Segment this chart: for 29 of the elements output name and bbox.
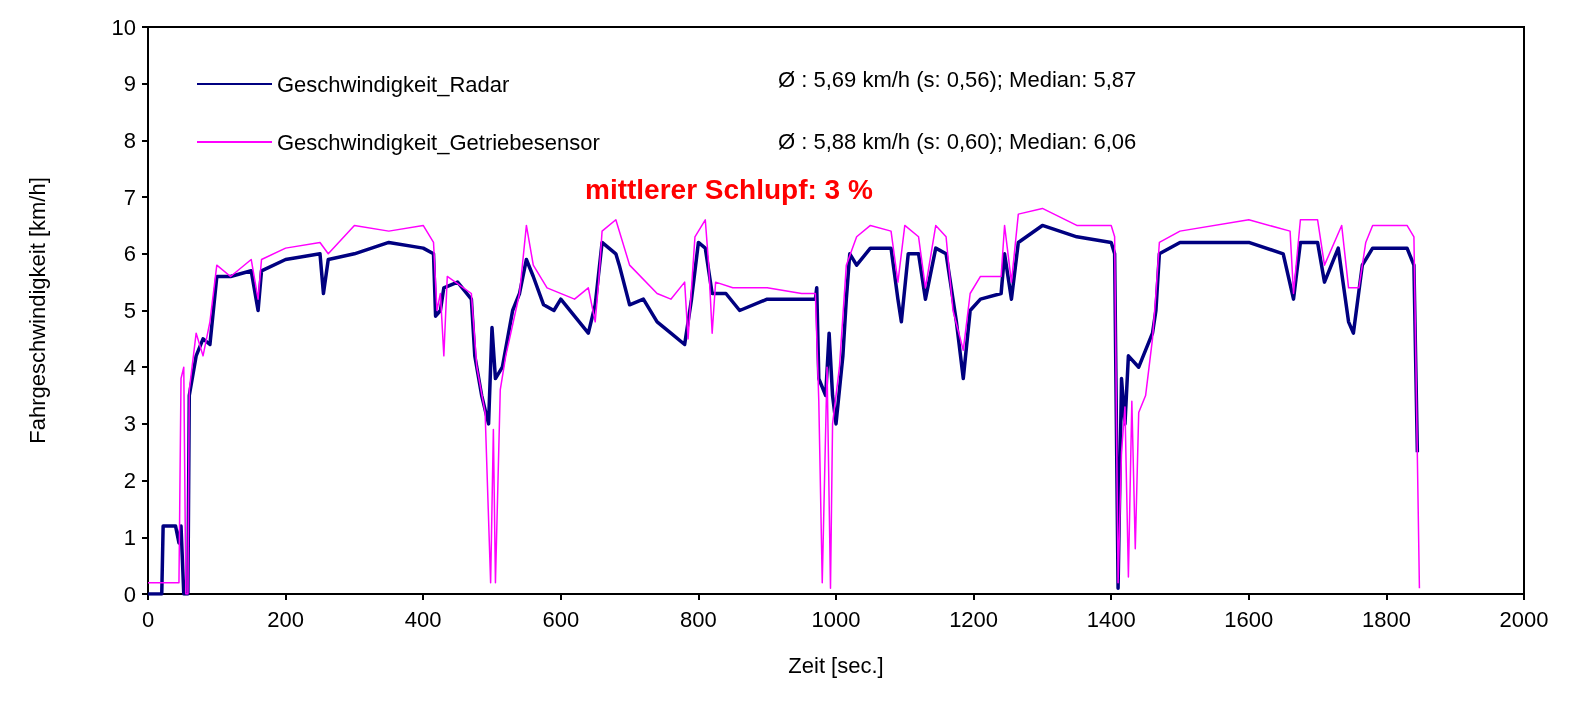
legend-label: Geschwindigkeit_Getriebesensor <box>277 129 600 155</box>
y-tick-label: 7 <box>123 184 136 210</box>
annotation: Ø : 5,88 km/h (s: 0,60); Median: 6,06 <box>778 128 1137 154</box>
x-tick-label: 1800 <box>1361 606 1411 632</box>
y-tick-label: 4 <box>123 354 136 380</box>
y-tick-label: 1 <box>123 524 136 550</box>
legend-label: Geschwindigkeit_Radar <box>277 71 510 97</box>
x-tick-label: 200 <box>267 606 304 632</box>
x-tick-label: 1000 <box>811 606 861 632</box>
annotation: mittlerer Schlupf: 3 % <box>585 173 873 205</box>
y-tick-label: 6 <box>123 241 136 267</box>
x-tick-label: 400 <box>404 606 442 632</box>
y-tick-label: 9 <box>123 71 136 97</box>
y-tick-label: 0 <box>123 581 136 607</box>
y-tick-label: 8 <box>123 127 136 153</box>
x-tick-label: 1200 <box>949 606 999 632</box>
x-tick-label: 1400 <box>1086 606 1136 632</box>
x-tick-label: 800 <box>680 606 717 632</box>
x-tick-label: 0 <box>141 606 155 632</box>
y-tick-label: 2 <box>123 468 136 494</box>
x-tick-label: 1600 <box>1224 606 1274 632</box>
y-tick-label: 3 <box>123 411 136 437</box>
x-axis-title: Zeit [sec.] <box>788 652 884 678</box>
y-axis-title: Fahrgeschwindigkeit [km/h] <box>24 177 50 444</box>
y-tick-label: 5 <box>123 298 136 323</box>
y-tick-label: 10 <box>111 14 136 40</box>
x-tick-label: 600 <box>542 606 580 632</box>
annotation: Ø : 5,69 km/h (s: 0,56); Median: 5,87 <box>778 66 1137 92</box>
x-tick-label: 2000 <box>1499 606 1549 632</box>
